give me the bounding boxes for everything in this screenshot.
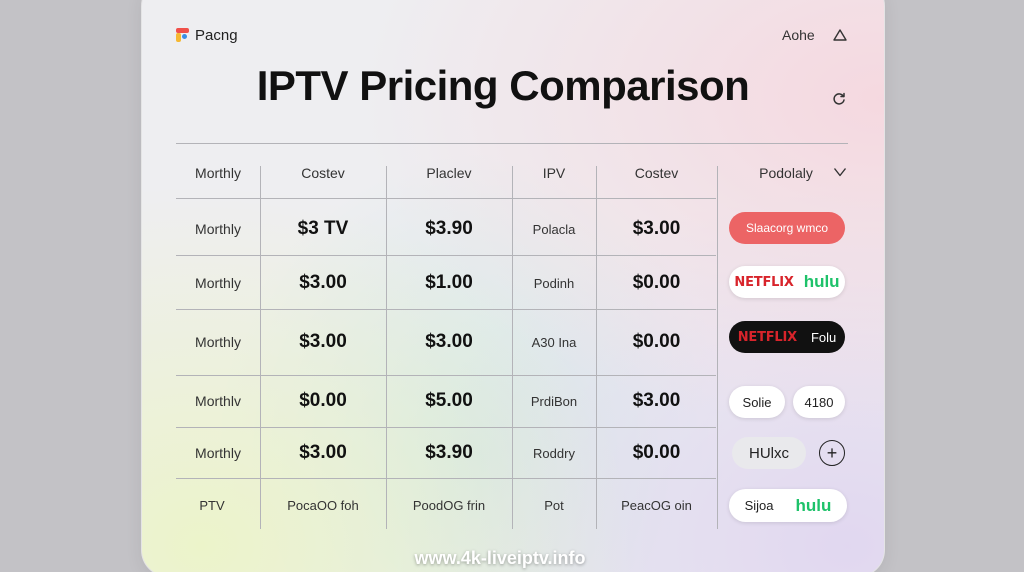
row-divider <box>176 478 716 479</box>
row-divider <box>176 309 716 310</box>
table-cell-label: Roddry <box>533 445 575 461</box>
table-cell-label: Pot <box>544 497 564 513</box>
plus-icon[interactable]: + <box>819 440 845 466</box>
table-cell-price: $3.90 <box>425 442 473 463</box>
service-label: Folu <box>810 329 837 345</box>
column-divider <box>717 166 718 529</box>
hulu-logo: hulu <box>803 272 840 291</box>
column-header: Costev <box>301 165 345 181</box>
table-cell-price: $3.00 <box>425 331 473 352</box>
user-icon[interactable] <box>832 27 848 43</box>
column-header: Placlev <box>426 165 472 181</box>
service-pill-netflix[interactable]: NETFLIX Folu <box>729 321 845 353</box>
table-cell-plan: Morthlv <box>195 393 241 409</box>
netflix-logo: NETFLIX <box>737 329 797 345</box>
table-cell-label: Polacla <box>532 221 576 237</box>
table-cell-price: $3.00 <box>299 442 347 463</box>
chevron-down-icon[interactable] <box>833 166 847 178</box>
column-header-dropdown[interactable]: Podolaly <box>759 165 813 181</box>
row-divider <box>176 375 716 376</box>
row-divider <box>176 427 716 428</box>
table-cell-text: PoodOG frin <box>412 497 486 513</box>
row-divider <box>176 255 716 256</box>
table-cell-plan: Morthly <box>195 221 241 237</box>
table-top-divider <box>176 143 848 144</box>
table-cell-plan: Morthly <box>195 275 241 291</box>
table-cell-price: $0.00 <box>632 331 681 352</box>
table-cell-price: $5.00 <box>425 390 473 411</box>
brand-name: Pacng <box>195 27 238 44</box>
option-pill[interactable]: 4180 <box>793 386 845 418</box>
option-pill[interactable]: Solie <box>729 386 785 418</box>
table-cell-plan: PTV <box>199 497 225 513</box>
table-cell-plan: Morthly <box>195 334 241 350</box>
table-cell-label: PrdiBon <box>530 393 578 409</box>
hulu-logo: hulu <box>795 495 832 515</box>
table-cell-price: $3.00 <box>299 331 347 352</box>
top-nav-link[interactable]: Aohe <box>782 27 815 43</box>
column-header: Costev <box>634 165 679 181</box>
column-divider <box>512 166 513 529</box>
service-label: Sijoa <box>744 498 774 513</box>
table-cell-price: $0.00 <box>299 390 347 411</box>
netflix-logo: NETFLIX <box>734 274 794 290</box>
table-cell-plan: Morthly <box>195 445 241 461</box>
table-cell-price: $1.00 <box>425 272 473 293</box>
table-cell-text: PocaOO foh <box>287 497 359 513</box>
column-divider <box>260 166 261 529</box>
table-cell-text: PeacOG oin <box>621 497 692 513</box>
column-header: IPV <box>542 165 566 181</box>
service-pill-hulu[interactable]: Sijoa hulu <box>729 489 847 522</box>
logo-icon <box>176 28 189 43</box>
row-divider <box>176 198 716 199</box>
table-cell-price: $0.00 <box>632 272 681 293</box>
subscribe-button[interactable]: Slaacorg wmco <box>729 212 845 244</box>
brand-logo[interactable]: Pacng <box>176 27 238 44</box>
column-divider <box>596 166 597 529</box>
service-pill-netflix-hulu[interactable]: NETFLIX hulu <box>729 266 845 298</box>
table-cell-price: $0.00 <box>632 442 681 463</box>
service-pill[interactable]: HUlxc <box>732 437 806 469</box>
table-cell-label: Podinh <box>533 275 575 291</box>
table-cell-price: $3.90 <box>425 218 473 239</box>
footer-url: www.4k-liveiptv.info <box>414 548 586 568</box>
column-header: Morthly <box>195 165 241 181</box>
page-title: IPTV Pricing Comparison <box>256 62 750 109</box>
refresh-icon[interactable] <box>831 91 847 107</box>
table-cell-price: $3.00 <box>299 272 347 293</box>
table-cell-label: A30 Ina <box>531 334 577 350</box>
table-cell-price: $3 TV <box>297 218 349 239</box>
column-divider <box>386 166 387 529</box>
table-cell-price: $3.00 <box>632 218 681 239</box>
table-cell-price: $3.00 <box>632 390 681 411</box>
